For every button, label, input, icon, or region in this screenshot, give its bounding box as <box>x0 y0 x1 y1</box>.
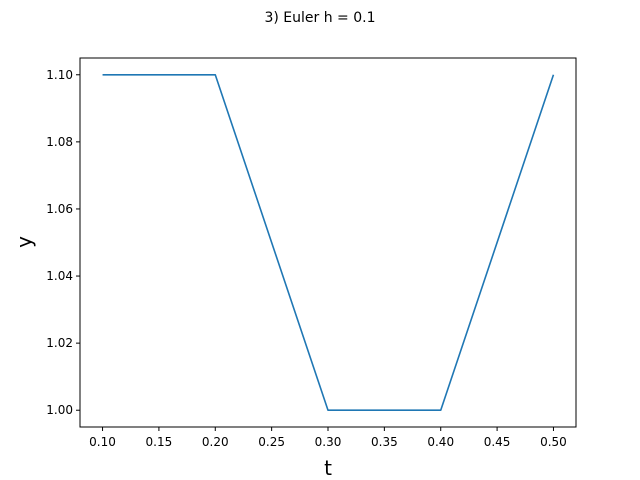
series-layer <box>102 73 555 412</box>
x-tick-label: 0.35 <box>371 435 398 449</box>
y-tick-label: 1.10 <box>46 68 73 82</box>
chart-title: 3) Euler h = 0.1 <box>264 10 375 26</box>
x-tick-label: 0.15 <box>146 435 173 449</box>
x-axis-ticks: 0.10 0.15 0.20 0.25 0.30 0.35 0.40 0.45 0.50 <box>89 427 567 449</box>
y-tick-label: 1.06 <box>46 202 73 216</box>
y-axis-ticks: 1.00 1.02 1.04 1.06 1.08 1.10 <box>46 68 80 417</box>
x-tick-label: 0.10 <box>89 435 116 449</box>
y-tick-label: 1.08 <box>46 135 73 149</box>
y-axis-label: y <box>12 236 36 248</box>
x-tick-label: 0.20 <box>202 435 229 449</box>
x-tick-label: 0.25 <box>258 435 285 449</box>
y-tick-label: 1.02 <box>46 336 73 350</box>
x-tick-label: 0.40 <box>427 435 454 449</box>
plot-frame <box>79 57 577 428</box>
y-tick-label: 1.04 <box>46 269 73 283</box>
series-line <box>102 73 555 412</box>
x-tick-label: 0.45 <box>484 435 511 449</box>
x-tick-label: 0.30 <box>315 435 342 449</box>
x-tick-label: 0.50 <box>540 435 567 449</box>
y-tick-label: 1.00 <box>46 403 73 417</box>
x-axis-label: t <box>324 456 332 480</box>
